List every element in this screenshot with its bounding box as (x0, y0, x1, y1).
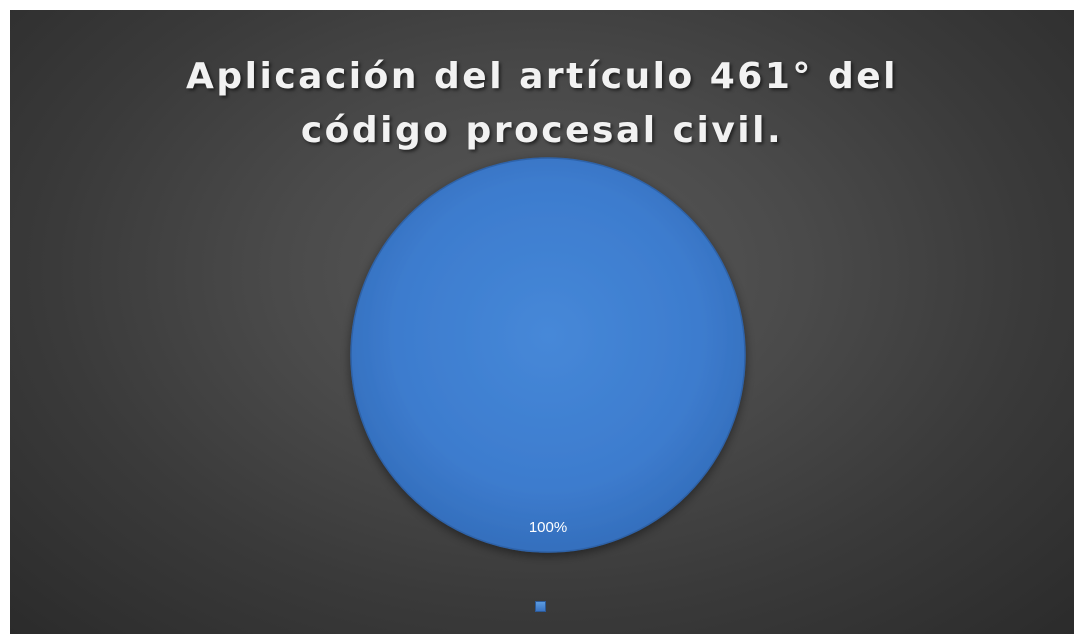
legend-swatch (534, 601, 546, 612)
chart-area: Aplicación del artículo 461° del código … (10, 10, 1074, 634)
chart-legend (10, 596, 1074, 612)
pie-data-label-0: 100% (529, 519, 567, 536)
pie-slices (350, 157, 746, 553)
pie-chart: 100% (350, 157, 746, 553)
pie-slice-0 (350, 157, 746, 553)
chart-title: Aplicación del artículo 461° del código … (186, 56, 898, 151)
pie-data-labels: 100% (529, 519, 567, 536)
